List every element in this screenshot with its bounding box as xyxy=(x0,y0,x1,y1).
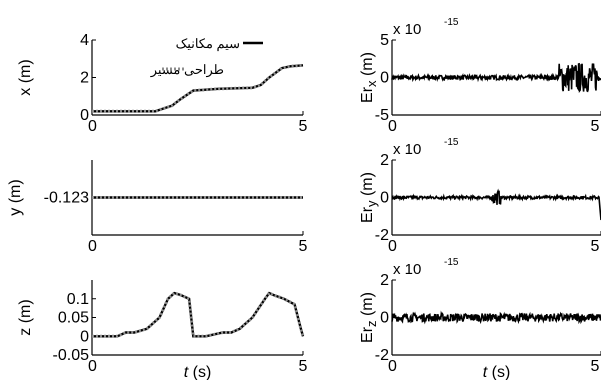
y-label-part: Er xyxy=(359,206,376,223)
x-tick-label: 0 xyxy=(388,118,397,135)
y-label-part: (m) xyxy=(359,172,376,200)
y-label-subscript: x xyxy=(364,80,379,87)
series-line-design xyxy=(92,63,304,113)
axis-exponent-power: -15 xyxy=(444,137,459,148)
y-label-part: (m) xyxy=(359,52,376,80)
y-label-subscript: y xyxy=(364,200,379,207)
legend: سیم مکانیک طراحی مسیر xyxy=(150,36,263,78)
x-tick-label: 0 xyxy=(388,238,397,255)
y-tick-label: -0.05 xyxy=(53,347,90,364)
y-tick-label: 2 xyxy=(380,272,389,289)
y-axis-label: y (m) xyxy=(7,179,24,215)
y-axis-label: Erz (m) xyxy=(359,292,379,343)
y-axis-label: Ery (m) xyxy=(359,172,379,223)
y-label-part: Er xyxy=(359,86,376,103)
error-series-line xyxy=(391,310,601,325)
series-line-actual xyxy=(92,291,305,338)
legend-label-actual: سیم مکانیک xyxy=(176,36,240,52)
x-tick-label: 0 xyxy=(88,118,97,135)
x-label-var: t xyxy=(184,364,189,380)
y-tick-label: 0.1 xyxy=(67,291,89,308)
y-tick-label: 0 xyxy=(380,310,389,327)
x-tick-label: 5 xyxy=(299,118,308,135)
y-axis-label: z (m) xyxy=(17,299,34,335)
y-tick-label: 4 xyxy=(80,32,89,49)
x-tick-label: 5 xyxy=(299,238,308,255)
x-label-unit: (s) xyxy=(188,364,211,380)
y-axis-label: x (m) xyxy=(17,59,34,95)
y-tick-label: 0 xyxy=(380,190,389,207)
error-series-line xyxy=(391,188,601,221)
axis-exponent: x 10 xyxy=(393,141,421,158)
y-label-part: Er xyxy=(359,326,376,343)
y-axis-label: Erx (m) xyxy=(359,52,379,103)
error-series-line xyxy=(391,62,601,93)
y-tick-label: -2 xyxy=(375,227,389,244)
axis-exponent-power: -15 xyxy=(444,17,459,28)
y-tick-label: 2 xyxy=(380,152,389,169)
x-tick-label: 5 xyxy=(591,118,600,135)
y-tick-label: -2 xyxy=(375,347,389,364)
y-tick-label: 5 xyxy=(380,32,389,49)
x-tick-label: 0 xyxy=(88,238,97,255)
x-tick-label: 0 xyxy=(388,358,397,375)
y-tick-label: -5 xyxy=(375,107,389,124)
legend-label-design: طراحی مسیر xyxy=(150,62,224,78)
axis-exponent: x 10 xyxy=(393,21,421,38)
y-tick-label: 2 xyxy=(80,70,89,87)
y-tick-label: 0 xyxy=(80,328,89,345)
chart-y: -0.123 0 5 y (m) xyxy=(7,160,308,255)
x-tick-label: 5 xyxy=(299,358,308,375)
x-label-unit: (s) xyxy=(487,364,510,380)
y-tick-label: -0.123 xyxy=(44,190,89,207)
x-axis-label: t (s) xyxy=(184,364,212,380)
x-label-var: t xyxy=(483,364,488,380)
x-tick-label: 5 xyxy=(591,358,600,375)
axis-exponent-power: -15 xyxy=(444,257,459,268)
series-line-design xyxy=(92,291,305,338)
axis-exponent: x 10 xyxy=(393,261,421,278)
x-tick-label: 5 xyxy=(591,238,600,255)
y-label-subscript: z xyxy=(364,320,379,327)
y-label-part: (m) xyxy=(359,292,376,320)
x-tick-label: 0 xyxy=(88,358,97,375)
x-axis-label: t (s) xyxy=(483,364,511,380)
y-tick-label: 0.05 xyxy=(58,310,89,327)
y-tick-label: 0 xyxy=(80,107,89,124)
y-tick-label: 0 xyxy=(380,70,389,87)
chart-x: 0 2 4 0 5 x (m) سیم مکانیک طراحی مسیر xyxy=(17,32,308,135)
